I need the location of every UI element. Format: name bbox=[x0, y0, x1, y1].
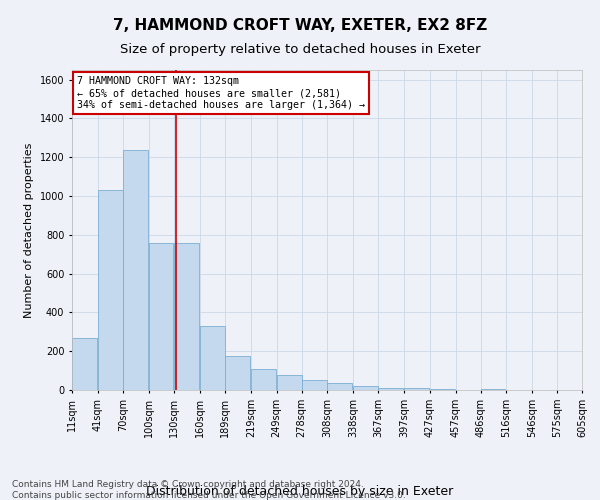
Bar bbox=[404, 388, 429, 390]
Y-axis label: Number of detached properties: Number of detached properties bbox=[24, 142, 34, 318]
Bar bbox=[353, 386, 378, 390]
Bar bbox=[225, 356, 250, 390]
Bar bbox=[123, 150, 148, 390]
Text: 7 HAMMOND CROFT WAY: 132sqm
← 65% of detached houses are smaller (2,581)
34% of : 7 HAMMOND CROFT WAY: 132sqm ← 65% of det… bbox=[77, 76, 365, 110]
Bar bbox=[277, 376, 302, 390]
Bar bbox=[149, 242, 173, 390]
Text: Distribution of detached houses by size in Exeter: Distribution of detached houses by size … bbox=[146, 484, 454, 498]
Bar bbox=[72, 338, 97, 390]
Bar bbox=[302, 380, 326, 390]
Bar bbox=[378, 388, 403, 390]
Bar bbox=[251, 368, 276, 390]
Bar bbox=[328, 383, 352, 390]
Text: Size of property relative to detached houses in Exeter: Size of property relative to detached ho… bbox=[120, 42, 480, 56]
Bar bbox=[200, 326, 225, 390]
Text: Contains HM Land Registry data © Crown copyright and database right 2024.
Contai: Contains HM Land Registry data © Crown c… bbox=[12, 480, 406, 500]
Bar bbox=[98, 190, 123, 390]
Text: 7, HAMMOND CROFT WAY, EXETER, EX2 8FZ: 7, HAMMOND CROFT WAY, EXETER, EX2 8FZ bbox=[113, 18, 487, 32]
Bar bbox=[430, 389, 455, 390]
Bar bbox=[175, 242, 199, 390]
